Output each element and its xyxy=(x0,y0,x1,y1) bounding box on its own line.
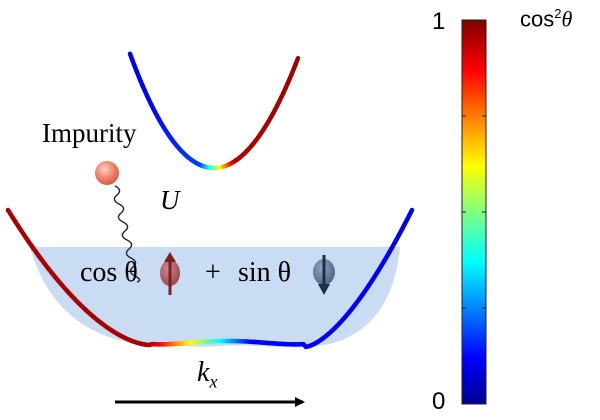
colorbar-title: cos2θ xyxy=(520,6,572,32)
upper-band xyxy=(127,51,301,171)
colorbar-max-label: 1 xyxy=(432,8,446,35)
momentum-axis-k: k xyxy=(197,357,210,388)
colorbar-title-base: cos xyxy=(520,6,555,32)
colorbar-min-label: 0 xyxy=(432,388,446,415)
band-segment xyxy=(407,207,415,218)
fermi-sea xyxy=(30,247,400,348)
impurity-ball xyxy=(95,161,119,185)
plus-sign: + xyxy=(205,257,221,288)
coupling-label: U xyxy=(160,185,180,215)
cos-term-label: cos θ xyxy=(80,257,138,288)
spin-down-particle xyxy=(313,255,335,295)
colorbar-title-sup: 2 xyxy=(554,6,562,21)
sin-term-label: sin θ xyxy=(238,257,292,288)
colorbar-ticks xyxy=(462,115,486,309)
band-segment xyxy=(293,55,301,66)
coupling-wavy-line xyxy=(113,185,141,283)
impurity-label: Impurity xyxy=(42,118,137,148)
colorbar-title-theta: θ xyxy=(561,6,573,32)
momentum-axis-label: kx xyxy=(197,357,217,393)
lower-band xyxy=(5,207,415,350)
momentum-axis-sub: x xyxy=(209,371,218,392)
spin-up-particle xyxy=(160,252,180,295)
